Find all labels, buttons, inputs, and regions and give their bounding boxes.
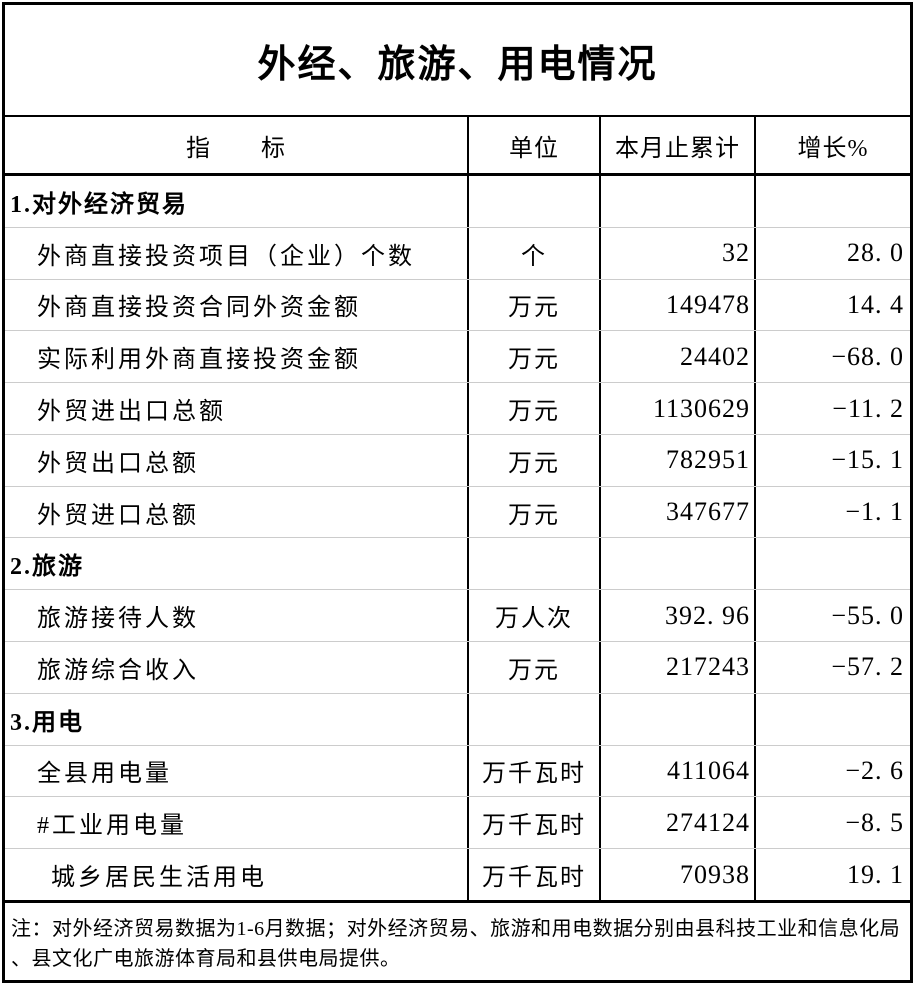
growth-cell: −55. 0 xyxy=(754,590,910,642)
table-row: 全县用电量 万千瓦时 411064 −2. 6 xyxy=(5,745,910,798)
indicator-cell: #工业用电量 xyxy=(37,813,187,840)
column-header-cumulative: 本月止累计 xyxy=(599,117,754,173)
indicator-cell: 1.对外经济贸易 xyxy=(10,191,188,218)
unit-cell: 万元 xyxy=(467,642,599,693)
table-row: 外商直接投资项目（企业）个数 个 32 28. 0 xyxy=(5,227,910,280)
table-body: 1.对外经济贸易 外商直接投资项目（企业）个数 个 32 28. 0 外商直接投… xyxy=(5,176,910,903)
cumulative-cell xyxy=(599,176,754,227)
unit-cell xyxy=(467,693,599,745)
growth-cell: 28. 0 xyxy=(754,227,910,279)
table-row: 城乡居民生活用电 万千瓦时 70938 19. 1 xyxy=(5,849,910,900)
indicator-cell: 实际利用外商直接投资金额 xyxy=(37,347,361,374)
indicator-cell: 2.旅游 xyxy=(10,554,84,581)
table-row: 外贸出口总额 万元 782951 −15. 1 xyxy=(5,434,910,487)
footnote-line: 、县文化广电旅游体育局和县供电局提供。 xyxy=(11,948,401,970)
indicator-cell: 外商直接投资项目（企业）个数 xyxy=(37,243,415,270)
table-row-section: 3.用电 xyxy=(5,693,910,746)
table-row: 旅游综合收入 万元 217243 −57. 2 xyxy=(5,642,910,694)
cumulative-cell: 782951 xyxy=(599,434,754,486)
cumulative-cell xyxy=(599,538,754,590)
growth-cell: −57. 2 xyxy=(754,642,910,693)
growth-cell: −11. 2 xyxy=(754,383,910,434)
cumulative-cell: 32 xyxy=(599,227,754,279)
indicator-cell: 3.用电 xyxy=(10,709,84,736)
unit-cell: 万元 xyxy=(467,279,599,331)
growth-cell: −2. 6 xyxy=(754,745,910,797)
column-header-indicator: 指 标 xyxy=(186,135,286,162)
growth-cell: −1. 1 xyxy=(754,486,910,538)
indicator-cell: 旅游接待人数 xyxy=(37,606,199,633)
table-row-section: 1.对外经济贸易 xyxy=(5,176,910,228)
page-title: 外经、旅游、用电情况 xyxy=(257,43,658,86)
unit-cell xyxy=(467,176,599,227)
table-header-row: 指 标 单位 本月止累计 增长% xyxy=(5,117,910,176)
unit-cell: 万元 xyxy=(467,486,599,538)
cumulative-cell: 24402 xyxy=(599,331,754,383)
unit-cell: 万元 xyxy=(467,383,599,434)
table-row: 外贸进口总额 万元 347677 −1. 1 xyxy=(5,486,910,539)
cumulative-cell: 411064 xyxy=(599,745,754,797)
indicator-cell: 外商直接投资合同外资金额 xyxy=(37,295,361,322)
table-row-section: 2.旅游 xyxy=(5,538,910,591)
unit-cell xyxy=(467,538,599,590)
column-header-growth: 增长% xyxy=(754,117,910,173)
unit-cell: 万千瓦时 xyxy=(467,849,599,900)
unit-cell: 个 xyxy=(467,227,599,279)
table-row: 实际利用外商直接投资金额 万元 24402 −68. 0 xyxy=(5,331,910,384)
title-bar: 外经、旅游、用电情况 xyxy=(5,5,910,117)
growth-cell: 14. 4 xyxy=(754,279,910,331)
cumulative-cell: 392. 96 xyxy=(599,590,754,642)
table-row: #工业用电量 万千瓦时 274124 −8. 5 xyxy=(5,797,910,850)
cumulative-cell: 149478 xyxy=(599,279,754,331)
unit-cell: 万千瓦时 xyxy=(467,797,599,849)
growth-cell: −68. 0 xyxy=(754,331,910,383)
unit-cell: 万千瓦时 xyxy=(467,745,599,797)
indicator-cell: 外贸进出口总额 xyxy=(37,399,226,426)
growth-cell: −15. 1 xyxy=(754,434,910,486)
unit-cell: 万人次 xyxy=(467,590,599,642)
table-row: 外商直接投资合同外资金额 万元 149478 14. 4 xyxy=(5,279,910,332)
table-row: 外贸进出口总额 万元 1130629 −11. 2 xyxy=(5,383,910,435)
cumulative-cell: 217243 xyxy=(599,642,754,693)
growth-cell xyxy=(754,538,910,590)
indicator-cell: 外贸出口总额 xyxy=(37,450,199,477)
indicator-cell: 全县用电量 xyxy=(37,761,172,788)
table-row: 旅游接待人数 万人次 392. 96 −55. 0 xyxy=(5,590,910,643)
growth-cell xyxy=(754,176,910,227)
footnote: 注：对外经济贸易数据为1-6月数据；对外经济贸易、旅游和用电数据分别由县科技工业… xyxy=(5,903,910,980)
cumulative-cell: 274124 xyxy=(599,797,754,849)
growth-cell: 19. 1 xyxy=(754,849,910,900)
indicator-cell: 旅游综合收入 xyxy=(37,657,199,684)
footnote-line: 注：对外经济贸易数据为1-6月数据；对外经济贸易、旅游和用电数据分别由县科技工业… xyxy=(11,918,901,940)
growth-cell: −8. 5 xyxy=(754,797,910,849)
column-header-unit: 单位 xyxy=(467,117,599,173)
cumulative-cell xyxy=(599,693,754,745)
cumulative-cell: 70938 xyxy=(599,849,754,900)
cumulative-cell: 1130629 xyxy=(599,383,754,434)
unit-cell: 万元 xyxy=(467,331,599,383)
growth-cell xyxy=(754,693,910,745)
indicator-cell: 城乡居民生活用电 xyxy=(51,865,267,892)
indicator-cell: 外贸进口总额 xyxy=(37,502,199,529)
cumulative-cell: 347677 xyxy=(599,486,754,538)
unit-cell: 万元 xyxy=(467,434,599,486)
